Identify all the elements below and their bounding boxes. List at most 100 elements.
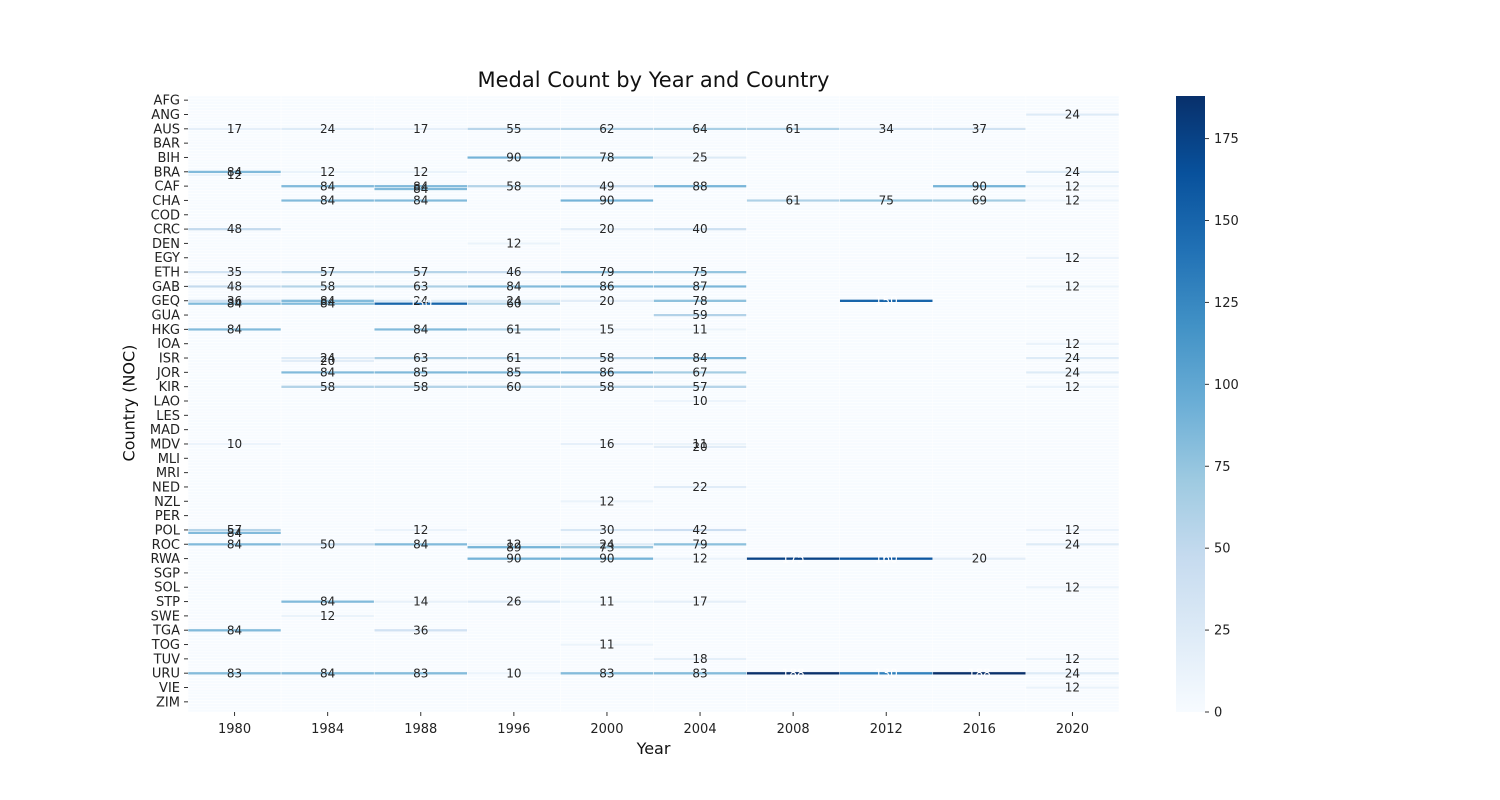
- heatmap-cell: [746, 247, 840, 251]
- heatmap-cell: [746, 608, 840, 612]
- heatmap-cell: [560, 697, 654, 701]
- heatmap-cell: [932, 138, 1027, 143]
- heatmap-cell: [373, 660, 468, 664]
- heatmap-cell: [560, 485, 654, 489]
- heatmap-cell: [746, 276, 840, 280]
- heatmap-cell: [653, 253, 747, 257]
- heatmap-cell: [467, 170, 561, 174]
- heatmap-cell: [467, 456, 561, 461]
- heatmap-cell: [932, 577, 1027, 581]
- heatmap-cell: [746, 250, 840, 254]
- heatmap-cell: [746, 600, 840, 604]
- heatmap-cell: [653, 239, 747, 243]
- heatmap-cell: [467, 651, 561, 655]
- heatmap-cell: [932, 144, 1027, 148]
- heatmap-cell: [187, 399, 282, 403]
- heatmap-cell: [653, 577, 747, 581]
- heatmap-cell: [560, 141, 654, 145]
- heatmap-cell: [560, 516, 654, 521]
- heatmap-cell: [839, 181, 934, 186]
- heatmap-cell: [373, 158, 468, 163]
- heatmap-cell: [746, 637, 840, 641]
- heatmap-cell: [653, 708, 747, 713]
- heatmap-cell: [839, 485, 934, 489]
- heatmap-cell: [467, 496, 561, 501]
- heatmap-cell: [839, 445, 934, 449]
- heatmap-cell: [560, 216, 654, 220]
- heatmap-cell: [746, 694, 840, 698]
- heatmap-cell: [1025, 270, 1120, 274]
- chart-title: Medal Count by Year and Country: [477, 68, 830, 92]
- heatmap-cell: [746, 270, 840, 274]
- heatmap-cell: [560, 453, 654, 458]
- heatmap-cell: [1025, 448, 1120, 452]
- heatmap-cell: [1025, 640, 1120, 644]
- heatmap-cell: [932, 227, 1027, 231]
- heatmap-cell: [653, 101, 747, 105]
- heatmap-cell: [839, 408, 934, 412]
- heatmap-cell: [280, 494, 375, 498]
- heatmap-cell: [280, 210, 375, 214]
- heatmap-cell: [746, 221, 840, 226]
- heatmap-cell: [932, 422, 1027, 426]
- heatmap-cell: [560, 614, 654, 618]
- y-tick-label: DEN: [152, 237, 180, 252]
- heatmap-cell: [932, 585, 1027, 590]
- heatmap-cell: [746, 284, 840, 289]
- heatmap-cell: [467, 230, 561, 234]
- heatmap-cell-value: 83: [413, 666, 428, 680]
- heatmap-cell: [560, 247, 654, 251]
- heatmap-cell: [560, 465, 654, 469]
- heatmap-cell: [932, 299, 1027, 303]
- heatmap-cell: [187, 516, 282, 521]
- heatmap-cell: [746, 468, 840, 472]
- heatmap-cell: [839, 313, 934, 317]
- heatmap-cell: [932, 648, 1027, 653]
- heatmap-cell: [653, 680, 747, 684]
- heatmap-cell: [373, 496, 468, 501]
- colorbar-tick-label: 125: [1214, 296, 1239, 311]
- heatmap-cell: [467, 430, 561, 435]
- heatmap-cell: [839, 571, 934, 575]
- colorbar-tick-label: 150: [1214, 214, 1239, 229]
- heatmap-cell: [746, 416, 840, 421]
- heatmap-cell: [932, 571, 1027, 575]
- heatmap-cell-value: 61: [506, 351, 521, 365]
- heatmap-cell: [653, 413, 747, 418]
- heatmap-cell: [746, 691, 840, 696]
- heatmap-cell-value: 63: [413, 280, 428, 294]
- heatmap-cell: [280, 519, 375, 524]
- heatmap-cell: [280, 488, 375, 492]
- heatmap-cell: [932, 264, 1027, 269]
- y-axis: AFGANGAUSBARBIHBRACAFCHACODCRCDENEGYETHG…: [150, 94, 188, 710]
- heatmap-cell: [560, 339, 654, 343]
- heatmap-cell: [280, 405, 375, 409]
- heatmap-cell: [187, 141, 282, 145]
- heatmap-cell: [467, 640, 561, 644]
- heatmap-cell: [467, 491, 561, 495]
- heatmap-cell: [1025, 133, 1120, 137]
- heatmap-cell: [280, 479, 375, 484]
- heatmap-cell: [1025, 453, 1120, 458]
- heatmap-cell: [373, 115, 468, 120]
- heatmap-cell: [373, 688, 468, 693]
- heatmap-cell: [280, 402, 375, 406]
- heatmap-cell: [373, 579, 468, 584]
- heatmap-cell: [467, 499, 561, 504]
- y-axis-label: Country (NOC): [119, 344, 139, 462]
- heatmap-cell: [560, 396, 654, 400]
- heatmap-cell: [653, 144, 747, 148]
- heatmap-cell: [932, 390, 1027, 395]
- heatmap-cell: [932, 600, 1027, 604]
- heatmap-cell: [187, 551, 282, 555]
- heatmap-cell-value: 63: [413, 351, 428, 365]
- heatmap-cell: [746, 594, 840, 598]
- heatmap-cell: [373, 453, 468, 458]
- heatmap-cell: [746, 531, 840, 535]
- heatmap-cell: [467, 439, 561, 443]
- heatmap-cell: [653, 688, 747, 693]
- heatmap-cell: [280, 147, 375, 151]
- heatmap-cell-value: 160: [875, 552, 898, 566]
- heatmap-cell-value: 150: [875, 294, 898, 308]
- heatmap-cell: [746, 685, 840, 690]
